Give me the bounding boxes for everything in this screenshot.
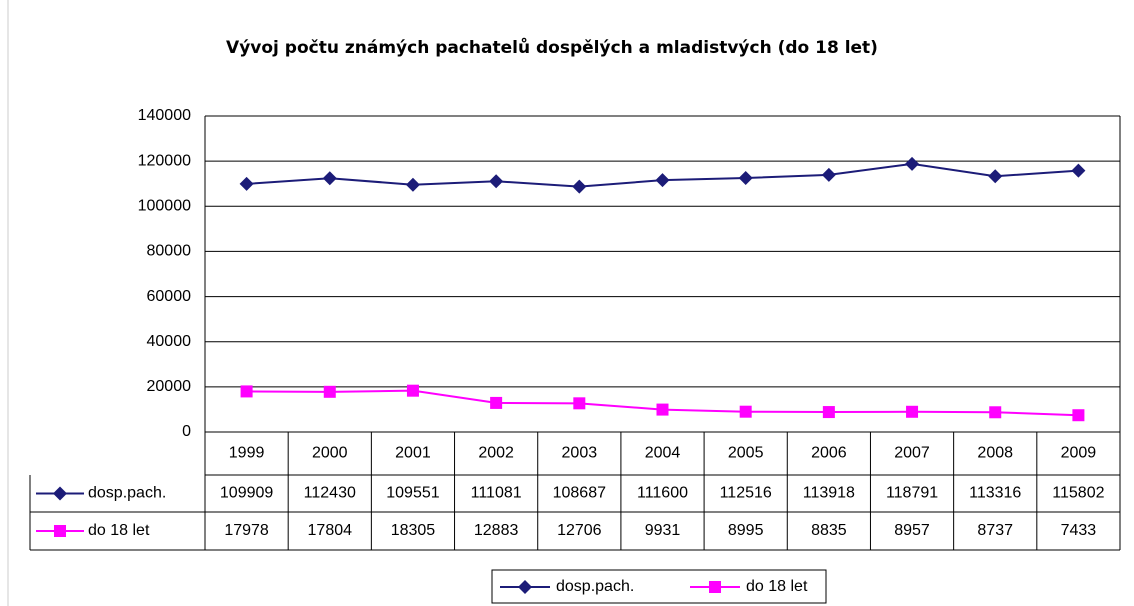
x-tick-label: 2005	[728, 445, 764, 462]
table-value: 109909	[220, 485, 273, 502]
marker	[489, 174, 504, 189]
x-tick-label: 2007	[894, 445, 930, 462]
legend-label: dosp.pach.	[88, 485, 166, 502]
marker	[655, 173, 670, 188]
x-tick-label: 2008	[977, 445, 1013, 462]
marker	[739, 405, 752, 418]
legend-label: dosp.pach.	[556, 578, 634, 595]
y-tick-label: 140000	[138, 107, 191, 124]
legend-marker	[709, 581, 721, 593]
x-tick-label: 2003	[562, 445, 598, 462]
y-tick-label: 60000	[147, 288, 192, 305]
table-value: 111600	[637, 485, 688, 502]
table-value: 9931	[645, 522, 681, 539]
marker	[821, 167, 836, 182]
marker	[989, 406, 1002, 419]
table-value: 8737	[977, 522, 1013, 539]
table-value: 112516	[720, 485, 772, 502]
marker	[323, 385, 336, 398]
table-value: 18305	[391, 522, 436, 539]
x-tick-label: 1999	[229, 445, 265, 462]
legend-marker	[53, 486, 67, 501]
legend-marker	[518, 580, 532, 594]
table-value: 8995	[728, 522, 764, 539]
table-value: 12883	[474, 522, 519, 539]
table-value: 113918	[803, 485, 855, 502]
y-tick-label: 40000	[147, 333, 192, 350]
table-value: 115802	[1052, 485, 1104, 502]
marker	[406, 384, 419, 397]
marker	[322, 171, 337, 186]
x-tick-label: 2004	[645, 445, 681, 462]
table-value: 112430	[304, 485, 356, 502]
x-tick-label: 2002	[478, 445, 514, 462]
marker	[738, 171, 753, 186]
y-tick-label: 0	[182, 423, 191, 440]
y-tick-label: 80000	[147, 243, 192, 260]
table-value: 8835	[811, 522, 847, 539]
legend-label: do 18 let	[88, 522, 150, 539]
y-tick-label: 20000	[147, 378, 192, 395]
table-value: 118791	[886, 485, 938, 502]
table-value: 17804	[308, 522, 353, 539]
marker	[1071, 163, 1086, 178]
y-tick-label: 100000	[138, 198, 191, 215]
marker	[490, 396, 503, 409]
marker	[405, 177, 420, 192]
marker	[239, 176, 254, 191]
table-value: 17978	[224, 522, 269, 539]
table-value: 12706	[557, 522, 602, 539]
x-tick-label: 2006	[811, 445, 847, 462]
marker	[988, 169, 1003, 184]
table-value: 8957	[894, 522, 930, 539]
table-value: 109551	[386, 485, 439, 502]
table-value: 111081	[471, 485, 522, 502]
legend-label: do 18 let	[746, 578, 808, 595]
marker	[822, 406, 835, 419]
table-value: 108687	[553, 485, 606, 502]
marker	[572, 179, 587, 194]
legend-marker	[54, 525, 66, 537]
table-value: 7433	[1061, 522, 1097, 539]
chart-title: Vývoj počtu známých pachatelů dospělých …	[226, 36, 878, 58]
legend-box	[491, 569, 827, 604]
marker	[1072, 409, 1085, 422]
marker	[573, 397, 586, 410]
marker	[906, 405, 919, 418]
y-tick-label: 120000	[138, 152, 191, 169]
table-value: 113316	[969, 485, 1021, 502]
x-tick-label: 2009	[1061, 445, 1097, 462]
marker	[240, 385, 253, 398]
marker	[656, 403, 669, 416]
marker	[905, 156, 920, 171]
x-tick-label: 2001	[395, 445, 431, 462]
x-tick-label: 2000	[312, 445, 348, 462]
